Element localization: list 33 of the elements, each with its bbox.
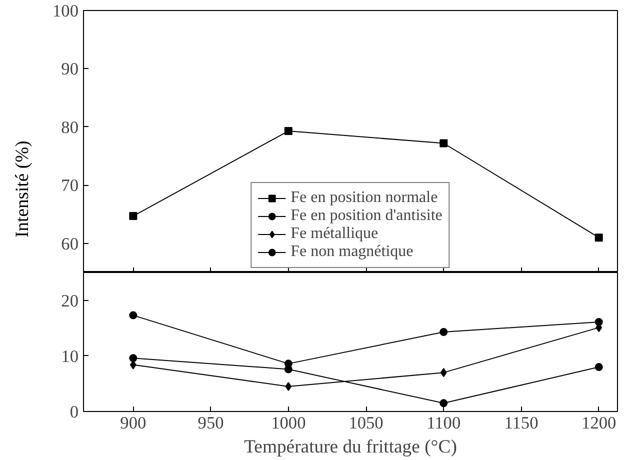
- x-tick-label: 950: [198, 414, 224, 432]
- point: [440, 399, 448, 408]
- y-tick-label: 90: [61, 60, 78, 79]
- x-tick-label: 1100: [426, 414, 461, 432]
- y-tick-label: 60: [61, 234, 78, 254]
- point: [129, 212, 138, 220]
- point: [440, 328, 448, 336]
- point: [594, 234, 603, 242]
- y-tick-label: 70: [61, 176, 78, 196]
- legend-label: Fe en position normale: [290, 189, 438, 207]
- x-tick-label: 1050: [348, 414, 384, 432]
- point: [594, 363, 603, 372]
- point: [284, 365, 292, 374]
- point: [440, 368, 447, 378]
- legend-label: Fe non magnétique: [290, 243, 414, 261]
- x-axis-title: Température du frittage (°C): [244, 436, 457, 458]
- x-tick-label: 900: [120, 414, 146, 432]
- x-tick-label: 1150: [504, 414, 538, 432]
- legend-label: Fe métallique: [290, 225, 378, 243]
- point: [129, 311, 138, 320]
- y-tick-label: 80: [61, 118, 78, 137]
- point: [285, 382, 292, 391]
- point: [129, 354, 138, 362]
- point: [284, 127, 292, 136]
- y-axis-title: Intensité (%): [12, 140, 33, 238]
- legend-label: Fe en position d'antisite: [290, 207, 442, 225]
- y-tick-label: 20: [61, 291, 78, 310]
- x-tick-label: 1200: [582, 414, 616, 432]
- y-tick-label: 10: [61, 346, 78, 366]
- x-tick-label: 1000: [271, 414, 306, 432]
- point: [440, 139, 448, 148]
- y-tick-label: 0: [70, 402, 79, 422]
- y-tick-label: 100: [52, 2, 79, 20]
